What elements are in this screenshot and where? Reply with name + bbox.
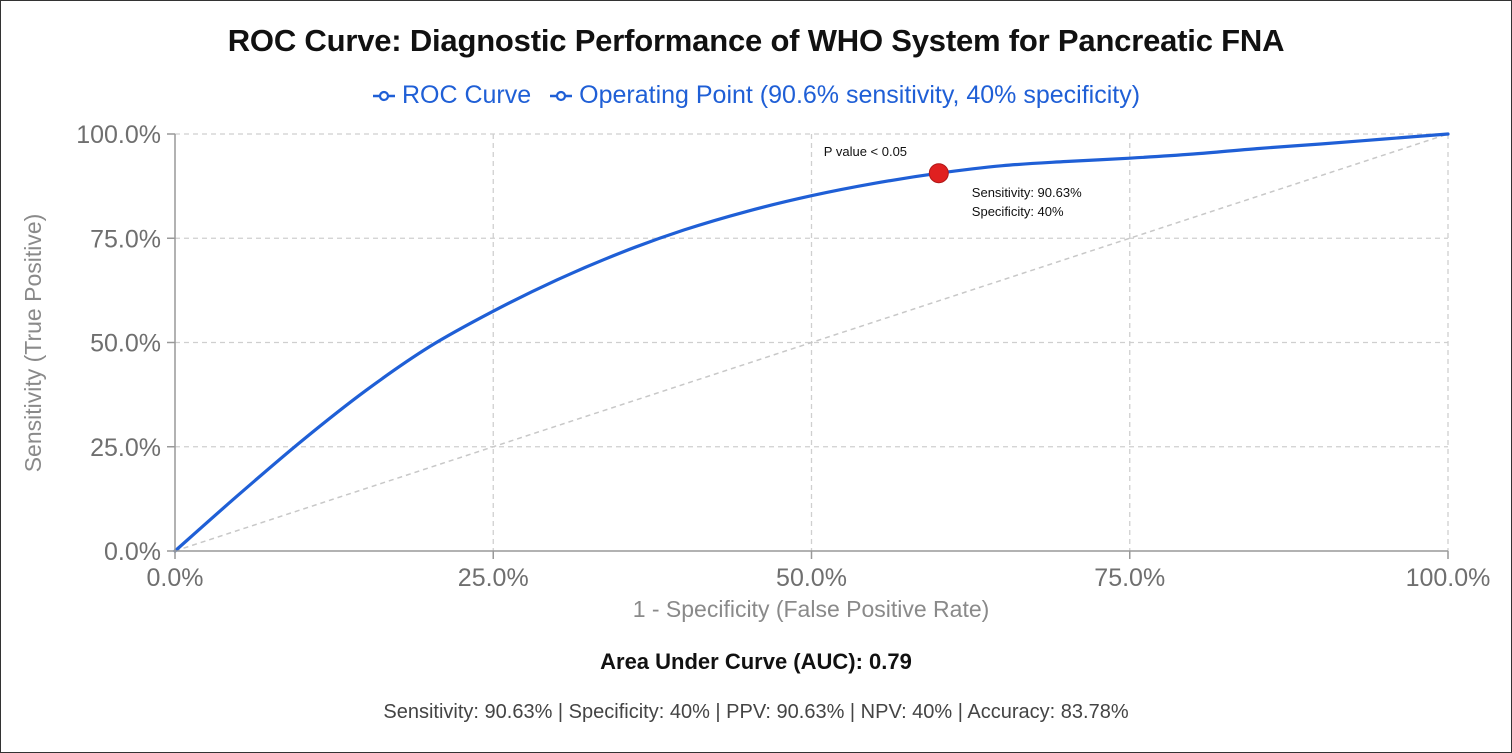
x-tick-label: 100.0% — [1406, 564, 1491, 592]
y-tick-label: 75.0% — [90, 225, 161, 253]
legend-label-roc-curve: ROC Curve — [401, 81, 532, 109]
auc-summary: Area Under Curve (AUC): 0.79 — [600, 649, 912, 674]
x-tick-label: 25.0% — [458, 564, 529, 592]
y-tick-label: 0.0% — [104, 538, 161, 566]
x-axis-label: 1 - Specificity (False Positive Rate) — [633, 596, 990, 622]
operating-point-marker — [928, 163, 949, 184]
roc-plot: 0.0% 25.0% 50.0% 75.0% 100.0% 0.0% 25.0% 50.0% 7… — [20, 121, 1490, 622]
annotation-point-sensitivity: Sensitivity: 90.63% — [972, 185, 1082, 200]
annotation-layer: P value < 0.05 Sensitivity: 90.63% Specifi… — [824, 144, 1082, 219]
roc-curve-line — [173, 132, 1450, 553]
x-tick-label: 0.0% — [147, 564, 204, 592]
annotation-point-specificity: Specificity: 40% — [972, 204, 1064, 219]
reference-diagonal-line — [174, 133, 1449, 552]
y-axis-label: Sensitivity (True Positive) — [20, 214, 46, 473]
performance-stats: Sensitivity: 90.63% | Specificity: 40% |… — [383, 701, 1129, 723]
curve-layer — [173, 132, 1450, 553]
legend-line-marker-icon — [550, 90, 573, 101]
y-tick-label: 100.0% — [76, 121, 161, 149]
legend-item-operating-point[interactable]: Operating Point (90.6% sensitivity, 40% … — [549, 81, 1140, 110]
chart-title: ROC Curve: Diagnostic Performance of WHO… — [227, 23, 1285, 58]
legend-label-operating-point: Operating Point (90.6% sensitivity, 40% … — [579, 81, 1141, 109]
x-tick-label: 75.0% — [1094, 564, 1165, 592]
reference-layer — [174, 133, 1449, 552]
chart-legend: ROC Curve Operating Point (90.6% sensiti… — [1, 81, 1511, 110]
legend-item-roc-curve[interactable]: ROC Curve — [372, 81, 531, 110]
y-tick-label: 25.0% — [90, 434, 161, 462]
x-tick-label: 50.0% — [776, 564, 847, 592]
tick-layer: 0.0% 25.0% 50.0% 75.0% 100.0% 0.0% 25.0% 50.0% 7… — [76, 121, 1490, 592]
legend-line-marker-icon — [372, 90, 395, 101]
annotation-p-value: P value < 0.05 — [824, 144, 907, 159]
y-tick-label: 50.0% — [90, 330, 161, 358]
